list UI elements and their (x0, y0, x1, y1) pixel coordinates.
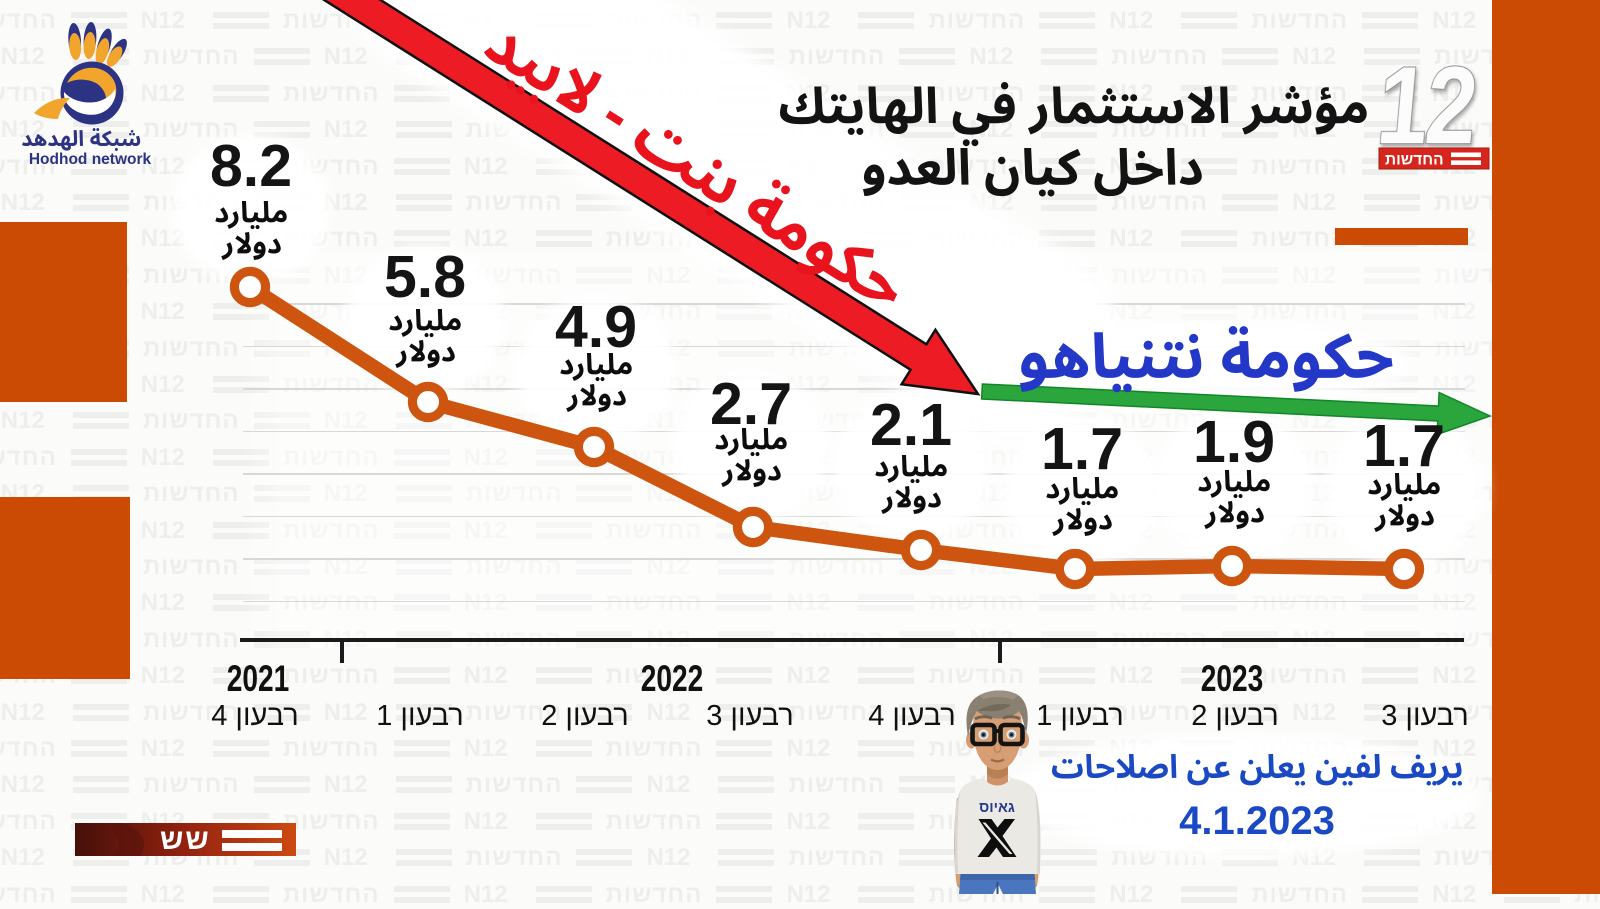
svg-text:12: 12 (1373, 44, 1480, 167)
svg-text:החדשות: החדשות (1385, 152, 1444, 169)
svg-text:שש: שש (160, 824, 211, 856)
svg-text:גאיוס: גאיוס (979, 800, 1015, 816)
